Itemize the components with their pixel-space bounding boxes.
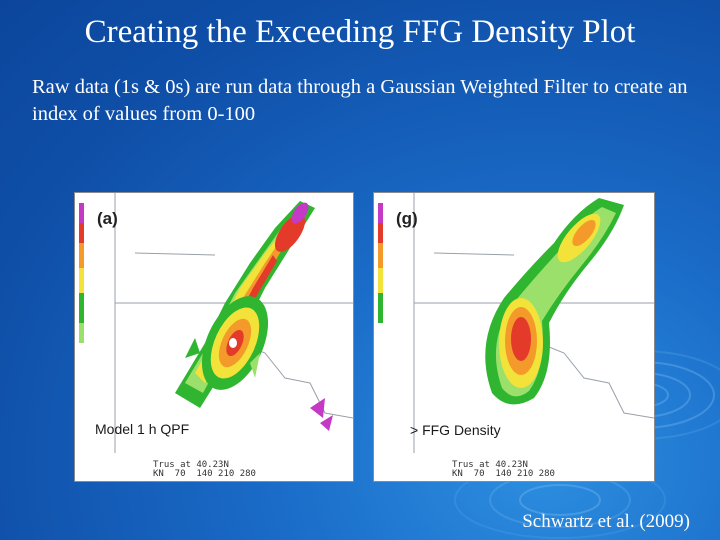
- qpf-map-panel: (a) Model 1 h QPF Trus at 40.23N KN 70 1…: [74, 192, 354, 482]
- panel-tag-a: (a): [97, 209, 118, 228]
- slide-body-text: Raw data (1s & 0s) are run data through …: [32, 76, 688, 125]
- citation-credit: Schwartz et al. (2009): [522, 511, 690, 532]
- qpf-panel-label: Model 1 h QPF: [95, 421, 190, 437]
- qpf-coord-line-2: KN 70 140 210 280: [153, 469, 256, 479]
- ffg-density-map-image: [378, 193, 654, 453]
- ffg-coord-line-1: Trus at 40.23N: [452, 460, 528, 470]
- panel-tag-g: (g): [396, 209, 418, 228]
- ffg-coord-line-2: KN 70 140 210 280: [452, 469, 555, 479]
- color-scale-bar: [79, 203, 84, 343]
- color-scale-bar: [378, 203, 383, 323]
- slide-title: Creating the Exceeding FFG Density Plot: [84, 14, 636, 50]
- ffg-density-panel-label: > FFG Density: [410, 422, 501, 438]
- qpf-map-image: [79, 193, 353, 453]
- ffg-density-map-panel: (g) > FFG Density Trus at 40.23N KN 70 1…: [373, 192, 655, 482]
- qpf-coord-line-1: Trus at 40.23N: [153, 460, 229, 470]
